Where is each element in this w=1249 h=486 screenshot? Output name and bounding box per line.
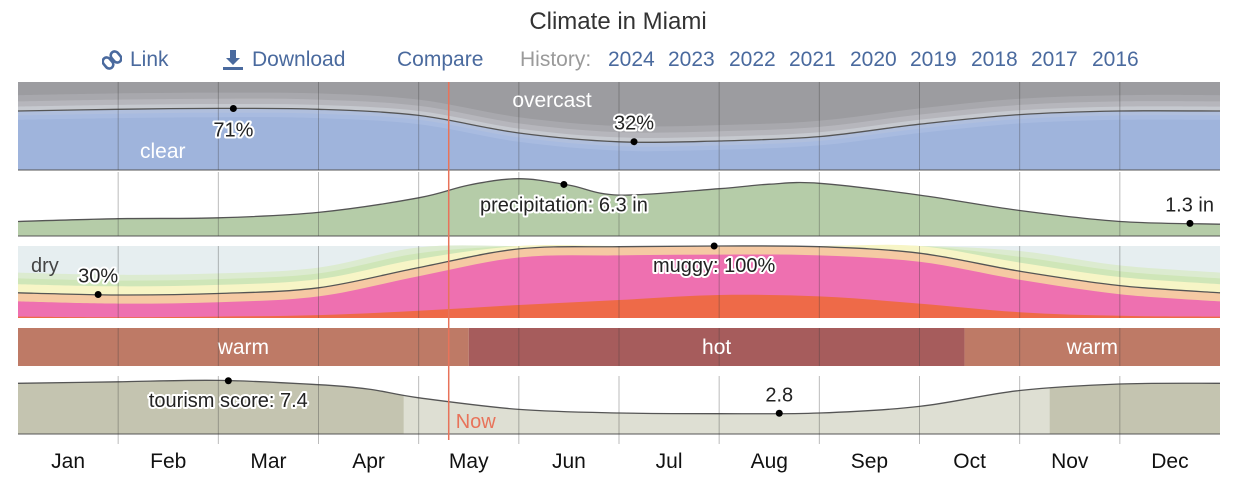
- precipitation-dot-0: [560, 180, 568, 188]
- month-label-jul: Jul: [656, 450, 683, 473]
- temperature-label-1: hot: [702, 336, 731, 359]
- history-year-2022[interactable]: 2022: [729, 48, 776, 71]
- month-gridlines: [117, 82, 1121, 444]
- download-button[interactable]: Download: [222, 48, 345, 72]
- tourism-panel: [17, 379, 1221, 435]
- month-label-may: May: [449, 450, 489, 473]
- precipitation-annotation-0: precipitation: 6.3 in: [480, 194, 648, 216]
- link-button[interactable]: Link: [102, 48, 169, 72]
- now-label: Now: [456, 411, 497, 433]
- tourism-annotation-1: 2.8: [765, 384, 793, 406]
- download-icon: [223, 50, 243, 71]
- now-marker: Now: [447, 82, 497, 440]
- tourism-best-period-1: [1049, 380, 1220, 434]
- month-label-jun: Jun: [552, 450, 586, 473]
- clear-label: clear: [140, 140, 186, 163]
- month-label-dec: Dec: [1151, 450, 1188, 473]
- muggy-area: [18, 254, 1220, 318]
- overcast-label: overcast: [512, 89, 592, 112]
- month-label-oct: Oct: [953, 450, 986, 473]
- temperature-label-0: warm: [217, 336, 269, 359]
- precipitation-annotation-1: 1.3 in: [1165, 194, 1214, 216]
- humidity-dot-1: [710, 242, 718, 250]
- precipitation-area: [18, 178, 1220, 236]
- temperature-segment-2: [964, 328, 1220, 366]
- download-label: Download: [252, 48, 346, 71]
- cloud-cover-dot-1: [630, 138, 638, 146]
- month-label-mar: Mar: [250, 450, 286, 473]
- month-label-nov: Nov: [1051, 450, 1089, 473]
- dry-label: dry: [31, 255, 59, 277]
- cloud-cover-dot-0: [229, 105, 237, 113]
- toolbar: Link Download Compare History: 2024 2023…: [0, 48, 1249, 76]
- humidity-dot-0: [94, 291, 102, 299]
- temperature-band-panel: warm hot warm: [18, 328, 1220, 366]
- precipitation-panel: [17, 178, 1221, 237]
- tourism-annotation-0: tourism score: 7.4: [149, 390, 308, 412]
- link-label: Link: [130, 48, 169, 71]
- precipitation-line: [17, 178, 1221, 225]
- link-icon: [102, 50, 122, 71]
- month-label-apr: Apr: [352, 450, 385, 473]
- history-year-2018[interactable]: 2018: [971, 48, 1018, 71]
- month-label-aug: Aug: [751, 450, 788, 473]
- oppressive-area: [18, 294, 1220, 318]
- annotation-labels: clear overcast 71% 32% precipitation: 6.3 in…: [31, 89, 1216, 417]
- month-label-feb: Feb: [150, 450, 186, 473]
- temperature-segment-0: [18, 328, 469, 366]
- month-label-jan: Jan: [51, 450, 85, 473]
- tourism-dot-0: [224, 377, 232, 385]
- tourism-best-period-0: [18, 380, 404, 434]
- cloud-cover-annotation-1: 32%: [614, 113, 654, 135]
- humidity-annotation-1: muggy: 100%: [653, 255, 776, 277]
- tourism-line: [17, 379, 1221, 415]
- history-year-2023[interactable]: 2023: [668, 48, 715, 71]
- history-year-2024[interactable]: 2024: [608, 48, 655, 71]
- history-year-2021[interactable]: 2021: [789, 48, 836, 71]
- history-year-2019[interactable]: 2019: [910, 48, 957, 71]
- precipitation-dot-1: [1186, 219, 1194, 227]
- month-label-sep: Sep: [851, 450, 888, 473]
- history-year-2017[interactable]: 2017: [1031, 48, 1078, 71]
- humidity-panel: [17, 244, 1221, 318]
- humidity-annotation-0: 30%: [78, 266, 118, 288]
- history-year-2020[interactable]: 2020: [850, 48, 897, 71]
- cloud-cover-layer-5: [18, 117, 1220, 170]
- compare-button[interactable]: Compare: [397, 48, 484, 71]
- tourism-dot-1: [775, 409, 783, 417]
- temperature-label-2: warm: [1066, 336, 1118, 359]
- cloud-cover-annotation-0: 71%: [213, 120, 253, 142]
- history-year-2016[interactable]: 2016: [1092, 48, 1139, 71]
- month-axis: Jan Feb Mar Apr May Jun Jul Aug Sep Oct Nov Dec: [51, 450, 1188, 473]
- history-label: History:: [520, 48, 592, 71]
- muggy-line: [17, 245, 1221, 296]
- cloud-cover-panel: [17, 82, 1221, 171]
- page-title: Climate in Miami: [529, 8, 707, 35]
- cloud-cover-line: [17, 107, 1221, 144]
- temperature-segment-1: [468, 328, 965, 366]
